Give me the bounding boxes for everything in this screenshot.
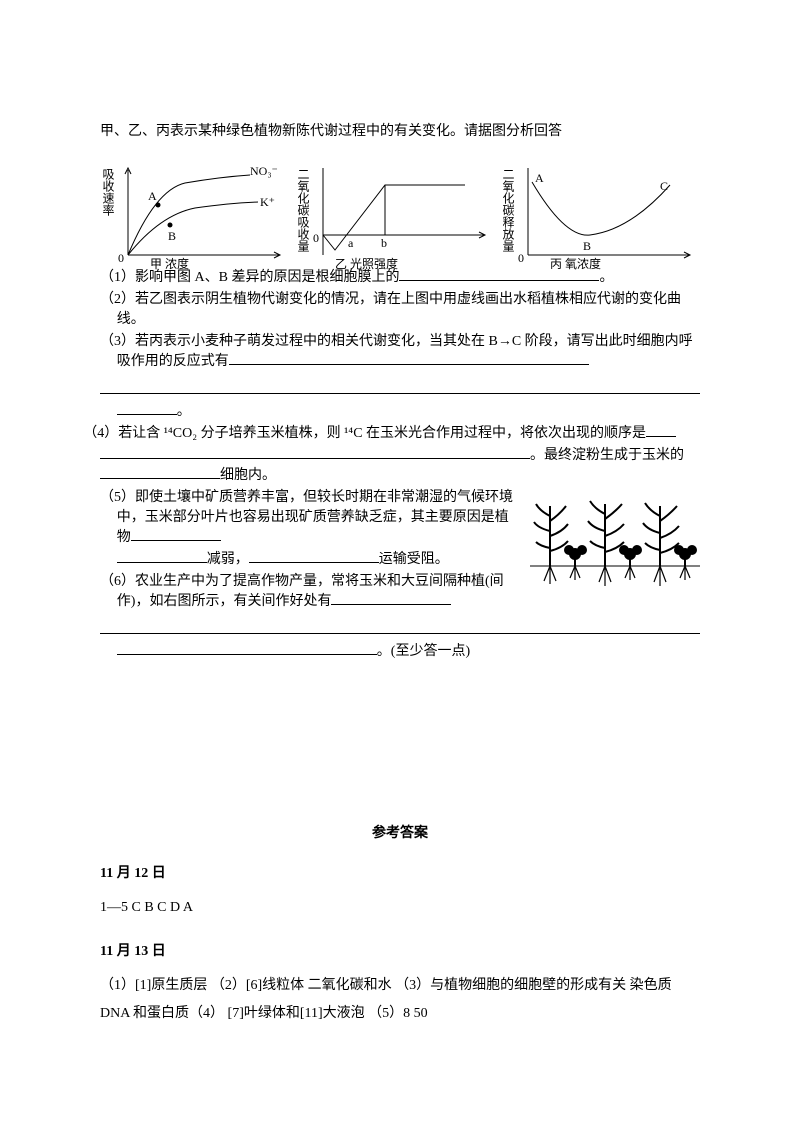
pt-a: A: [148, 189, 157, 203]
bing-c: C: [660, 179, 668, 193]
k-label: K⁺: [260, 195, 275, 209]
q4: （4）若让含 ¹⁴CO₂ 分子培养玉米植株，则 ¹⁴C 在玉米光合作用过程中，将…: [83, 422, 700, 442]
chart-yi: 二氧化碳吸收量 a b 0 乙 光照强度: [295, 160, 495, 270]
q3-blank2: [100, 376, 700, 394]
bing-b: B: [583, 239, 591, 253]
q5-c: 运输受阻。: [379, 552, 449, 567]
bing-yaxis: 二氧化碳释放量: [500, 168, 517, 252]
q3-blank1: [229, 350, 589, 365]
jia-origin: 0: [118, 251, 124, 265]
q1-text: （1）影响甲图 A、B 差异的原因是根细胞膜上的: [100, 270, 399, 285]
q5-blank3: [249, 548, 379, 563]
bing-xlabel: 丙 氧浓度: [550, 255, 601, 272]
q5-blank1: [131, 526, 221, 541]
charts-row: 吸收速率 NO₃⁻ K⁺ A B 0 甲 浓度: [100, 160, 700, 270]
chart-jia: 吸收速率 NO₃⁻ K⁺ A B 0 甲 浓度: [100, 160, 290, 270]
q6-line3: 。(至少答一点): [100, 640, 700, 660]
yi-yaxis: 二氧化碳吸收量: [295, 168, 312, 252]
intro-text: 甲、乙、丙表示某种绿色植物新陈代谢过程中的有关变化。请据图分析回答: [100, 120, 700, 140]
chart-bing: 二氧化碳释放量 A B C 0 丙 氧浓度: [500, 160, 700, 270]
pt-b: B: [168, 229, 176, 243]
q3-end-line: 。: [100, 400, 700, 420]
answers-date-2: 11 月 13 日: [100, 940, 700, 960]
q4-end: 细胞内。: [220, 468, 276, 483]
answers-line-1: 1—5 C B C D A: [100, 894, 700, 922]
no3-label: NO₃⁻: [250, 164, 278, 178]
chart-jia-svg: NO₃⁻ K⁺ A B 0: [100, 160, 290, 270]
q4-mid: 。最终淀粉生成于玉米的: [530, 448, 684, 463]
bing-origin: 0: [518, 251, 524, 265]
q6-blank1: [331, 590, 451, 605]
q6-blank2: [100, 616, 700, 634]
answers-line-2: （1）[1]原生质层 （2）[6]线粒体 二氧化碳和水 （3）与植物细胞的细胞壁…: [100, 972, 700, 1028]
yi-xlabel: 乙 光照强度: [335, 255, 398, 272]
q6-blank3: [117, 640, 377, 655]
chart-yi-svg: a b 0: [295, 160, 495, 270]
q5-blank2: [117, 548, 207, 563]
q4-blank0: [646, 422, 676, 437]
yi-b: b: [381, 236, 387, 250]
q4-blank1: [100, 444, 530, 459]
q3: （3）若丙表示小麦种子萌发过程中的相关代谢变化，当其处在 B→C 阶段，请写出此…: [100, 330, 700, 370]
q3-blank3: [117, 400, 177, 415]
yi-a: a: [348, 236, 354, 250]
q2: （2）若乙图表示阴生植物代谢变化的情况，请在上图中用虚线画出水稻植株相应代谢的变…: [100, 288, 700, 328]
q4-line2: 。最终淀粉生成于玉米的细胞内。: [83, 444, 700, 484]
intercrop-illustration: [530, 486, 700, 606]
answers-date-1: 11 月 12 日: [100, 862, 700, 882]
q6-b: 。(至少答一点): [377, 644, 470, 659]
q1-end: 。: [599, 270, 613, 285]
q3-end: 。: [177, 404, 191, 419]
q4-blank2: [100, 464, 220, 479]
chart-bing-svg: A B C 0: [500, 160, 700, 270]
yi-origin: 0: [313, 231, 319, 245]
jia-xlabel: 甲 浓度: [150, 255, 189, 272]
jia-yaxis: 吸收速率: [100, 168, 117, 216]
answers-header: 参考答案: [100, 822, 700, 842]
bing-a: A: [535, 171, 544, 185]
q4-pre: （4）若让含 ¹⁴CO₂ 分子培养玉米植株，则 ¹⁴C 在玉米光合作用过程中，将…: [83, 426, 646, 441]
q5-b: 减弱，: [207, 552, 249, 567]
